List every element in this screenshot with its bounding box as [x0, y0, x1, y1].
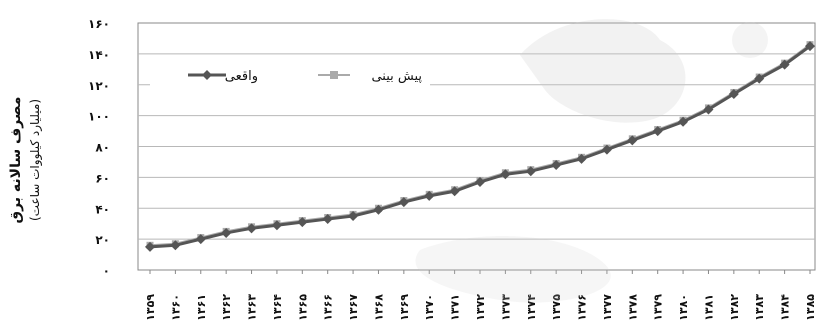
- data-point-actual: [576, 153, 587, 164]
- data-point-actual: [601, 144, 612, 155]
- x-tick-label: ۱۳۸۱: [702, 294, 715, 321]
- x-tick-label: ۱۳۶۲: [220, 294, 233, 321]
- data-point-actual: [145, 241, 155, 252]
- x-tick-label: ۱۳۸۵: [804, 294, 817, 321]
- grid-layer: [137, 22, 816, 271]
- data-point-actual: [322, 214, 333, 225]
- data-point-actual: [221, 227, 232, 238]
- legend-marker-forecast: [330, 71, 338, 79]
- data-point-actual: [348, 210, 359, 221]
- data-point-actual: [449, 186, 460, 197]
- x-tick-label: ۱۳۷۴: [525, 294, 538, 321]
- y-axis-unit: (میلیارد کیلووات ساعت): [28, 98, 42, 222]
- x-tick-label: ۱۳۸۳: [753, 294, 766, 321]
- y-tick-label: ۶۰: [95, 171, 110, 185]
- x-tick-label: ۱۳۶۰: [169, 294, 182, 321]
- data-point-actual: [373, 204, 384, 215]
- data-point-actual: [703, 104, 714, 115]
- y-tick-label: ۱۰۰: [88, 110, 110, 124]
- x-tick-label: ۱۳۸۴: [779, 294, 792, 321]
- legend-marker-actual: [202, 70, 212, 80]
- data-point-actual: [805, 41, 815, 52]
- y-tick-label: ۰: [103, 264, 110, 278]
- data-point-actual: [398, 197, 409, 208]
- data-point-actual: [728, 89, 739, 100]
- x-tick-label: ۱۳۶۶: [322, 294, 335, 321]
- x-tick-label: ۱۳۷۳: [499, 294, 512, 321]
- y-tick-label: ۱۲۰: [88, 79, 110, 93]
- y-tick-label: ۱۴۰: [88, 48, 110, 62]
- x-tick-label: ۱۳۵۹: [144, 294, 157, 321]
- y-axis-label: مصرف سالانه برق: [8, 96, 24, 224]
- x-tick-label: ۱۳۶۴: [271, 294, 284, 321]
- x-tick-label: ۱۳۶۹: [398, 294, 411, 321]
- data-point-actual: [170, 240, 181, 251]
- x-tick-label: ۱۳۷۸: [626, 294, 639, 321]
- data-point-actual: [678, 116, 689, 127]
- legend: واقعی پیش بینی: [150, 60, 430, 90]
- x-tick-label: ۱۳۷۶: [576, 294, 589, 321]
- x-tick-label: ۱۳۸۲: [728, 294, 741, 321]
- data-point-actual: [297, 217, 308, 228]
- y-tick-label: ۱۶۰: [88, 17, 110, 31]
- x-tick-label: ۱۳۶۵: [296, 294, 309, 321]
- y-tick-label: ۸۰: [95, 141, 110, 155]
- data-point-actual: [652, 126, 663, 137]
- data-point-actual: [754, 73, 765, 84]
- data-point-actual: [475, 177, 485, 188]
- x-tick-label: ۱۳۷۵: [550, 294, 563, 321]
- x-tick-label: ۱۳۷۹: [652, 294, 665, 321]
- x-tick-label: ۱۳۶۱: [195, 294, 208, 321]
- x-tick-label: ۱۳۷۰: [423, 294, 436, 321]
- data-point-actual: [246, 223, 257, 234]
- legend-label-forecast: پیش بینی: [371, 69, 422, 84]
- legend-label-actual: واقعی: [225, 69, 258, 84]
- data-point-actual: [525, 166, 536, 177]
- axis-layer: ۰ ۲۰ ۴۰ ۶۰ ۸۰ ۱۰۰ ۱۲۰ ۱۴۰ ۱۶۰ ۱۳۵۹ ۱۳۶۰ ۱۳۶۱ ۱۳۶۲ ۱۳۶…: [88, 17, 817, 321]
- data-point-actual: [424, 190, 435, 201]
- data-point-actual: [551, 160, 562, 171]
- x-tick-label: ۱۳۶۷: [347, 294, 360, 321]
- y-tick-label: ۲۰: [95, 233, 110, 247]
- x-tick-label: ۱۳۷۱: [449, 294, 462, 321]
- data-point-actual: [779, 59, 790, 70]
- data-point-actual: [195, 234, 206, 245]
- x-tick-label: ۱۳۸۰: [677, 294, 690, 321]
- x-tick-label: ۱۳۷۷: [601, 294, 614, 321]
- x-tick-label: ۱۳۶۸: [372, 294, 385, 321]
- data-point-actual: [271, 220, 282, 231]
- data-point-actual: [500, 169, 511, 180]
- data-point-actual: [627, 135, 638, 146]
- y-tick-label: ۴۰: [95, 202, 110, 216]
- series-layer: [145, 41, 815, 252]
- x-tick-label: ۱۳۶۳: [246, 294, 259, 321]
- x-tick-label: ۱۳۷۲: [474, 294, 487, 321]
